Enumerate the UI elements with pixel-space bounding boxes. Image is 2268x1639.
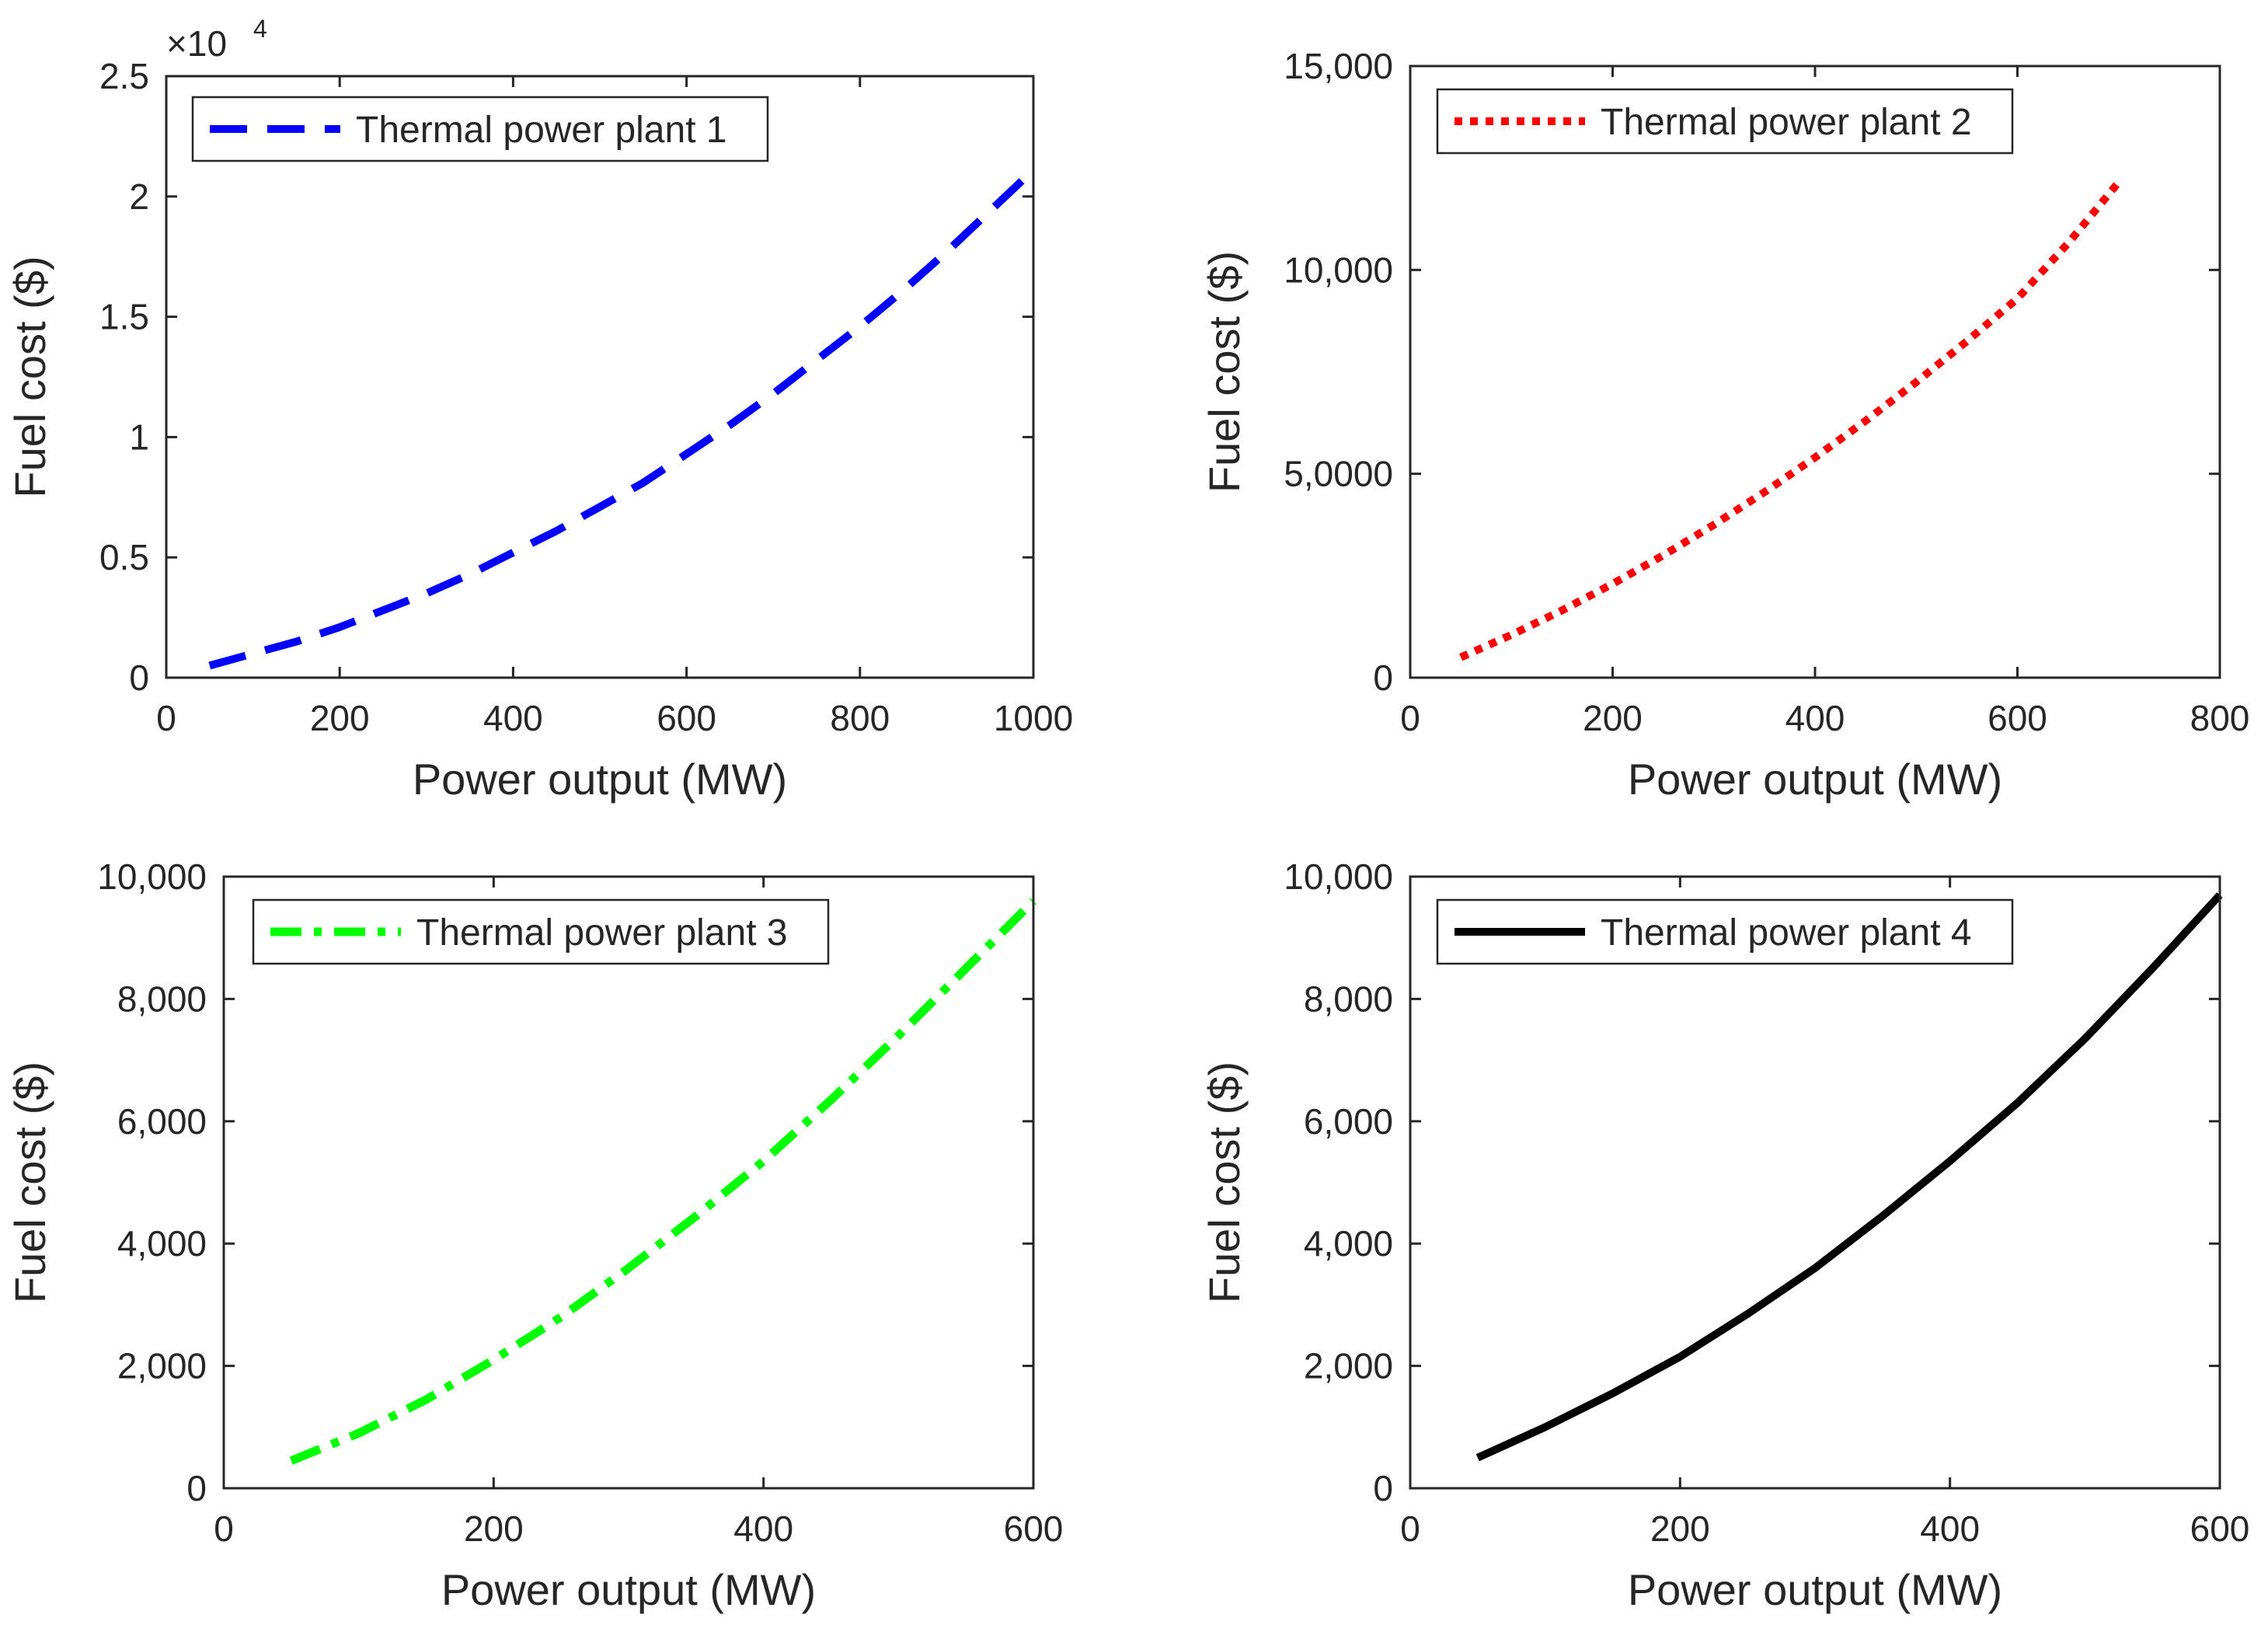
y-tick-label: 15,000 [1284, 46, 1393, 86]
x-tick-label: 600 [657, 698, 716, 738]
y-axis-label: Fuel cost ($) [5, 256, 54, 497]
series-line [208, 167, 1036, 670]
y-tick-label: 8,000 [117, 978, 207, 1019]
y-tick-label: 4,000 [117, 1223, 207, 1264]
y-tick-label: 2,000 [1304, 1346, 1393, 1386]
y-axis-label: Fuel cost ($) [5, 1062, 54, 1303]
subplot-thermal-power-plant-1: 0 200 400 600 800 1000 0 0.5 1 1.5 2 2.5 Power outpu… [5, 15, 1073, 804]
legend: Thermal power plant 2 [1436, 88, 2014, 155]
y-tick-label: 8,000 [1304, 978, 1393, 1019]
series-line [1459, 180, 2122, 661]
legend-label: Thermal power plant 4 [1601, 912, 1972, 954]
x-tick-label: 1000 [994, 698, 1073, 738]
y-tick-label: 10,000 [97, 856, 207, 897]
y-tick-label: 2,000 [117, 1346, 207, 1386]
x-axis-label: Power output (MW) [1628, 1565, 2002, 1614]
legend-label: Thermal power plant 1 [356, 110, 727, 151]
x-tick-label: 200 [310, 698, 370, 738]
y-tick-label: 2.5 [99, 56, 149, 96]
y-tick-label: 1.5 [99, 297, 149, 337]
y-tick-label: 10,000 [1284, 249, 1393, 290]
legend: Thermal power plant 3 [252, 898, 830, 965]
y-exponent-power: 4 [253, 15, 267, 43]
x-tick-label: 200 [1583, 698, 1643, 738]
y-tick-label: 0 [186, 1468, 207, 1508]
y-tick-label: 2 [129, 176, 149, 217]
y-tick-label: 6,000 [117, 1101, 207, 1142]
series-line [1475, 892, 2223, 1462]
x-axis-label: Power output (MW) [413, 755, 787, 804]
x-tick-label: 200 [1650, 1508, 1710, 1549]
plot-area [1410, 66, 2220, 678]
y-tick-label: 6,000 [1304, 1101, 1393, 1142]
y-axis-label: Fuel cost ($) [1200, 251, 1249, 493]
x-tick-label: 400 [483, 698, 543, 738]
x-tick-label: 0 [1400, 698, 1420, 738]
y-tick-label: 0 [129, 657, 149, 698]
x-tick-label: 400 [1920, 1508, 1980, 1549]
y-tick-label: 4,000 [1304, 1223, 1393, 1264]
y-tick-label: 0.5 [99, 537, 149, 577]
legend-label: Thermal power plant 3 [416, 912, 788, 954]
x-tick-label: 800 [2190, 698, 2250, 738]
series-line [289, 898, 1036, 1465]
x-axis-label: Power output (MW) [441, 1565, 816, 1614]
plot-area [166, 76, 1033, 678]
plot-area [224, 877, 1033, 1488]
x-tick-label: 0 [214, 1508, 234, 1549]
axes-box [1409, 875, 2221, 1490]
x-tick-label: 600 [1004, 1508, 1064, 1549]
plot-area [1410, 877, 2220, 1488]
x-tick-label: 400 [733, 1508, 793, 1549]
x-tick-label: 0 [156, 698, 176, 738]
x-tick-label: 200 [464, 1508, 524, 1549]
x-tick-label: 600 [1988, 698, 2047, 738]
x-axis-label: Power output (MW) [1628, 755, 2002, 804]
y-tick-label: 0 [1373, 657, 1393, 698]
y-axis-label: Fuel cost ($) [1200, 1062, 1249, 1303]
y-exponent-label: ×10 [166, 23, 227, 64]
x-tick-label: 400 [1785, 698, 1845, 738]
legend-label: Thermal power plant 2 [1601, 102, 1972, 143]
y-tick-label: 0 [1373, 1468, 1393, 1508]
legend: Thermal power plant 4 [1436, 898, 2014, 965]
y-tick-label: 1 [129, 417, 149, 457]
y-tick-label: 10,000 [1284, 856, 1393, 897]
axes-box [222, 875, 1035, 1490]
subplot-thermal-power-plant-4: 0 200 400 600 0 2,000 4,000 6,000 8,000 10,000 Pow… [1200, 856, 2249, 1614]
x-tick-label: 600 [2190, 1508, 2250, 1549]
x-tick-label: 0 [1400, 1508, 1420, 1549]
axes-box [165, 75, 1035, 679]
legend: Thermal power plant 1 [191, 96, 769, 162]
y-tick-label: 5,0000 [1284, 454, 1393, 494]
subplot-thermal-power-plant-2: 0 200 400 600 800 0 5,0000 10,000 15,000 Power ou… [1200, 46, 2249, 804]
subplot-thermal-power-plant-3: 0 200 400 600 0 2,000 4,000 6,000 8,000 10,000 Pow… [5, 856, 1063, 1614]
x-tick-label: 800 [830, 698, 890, 738]
